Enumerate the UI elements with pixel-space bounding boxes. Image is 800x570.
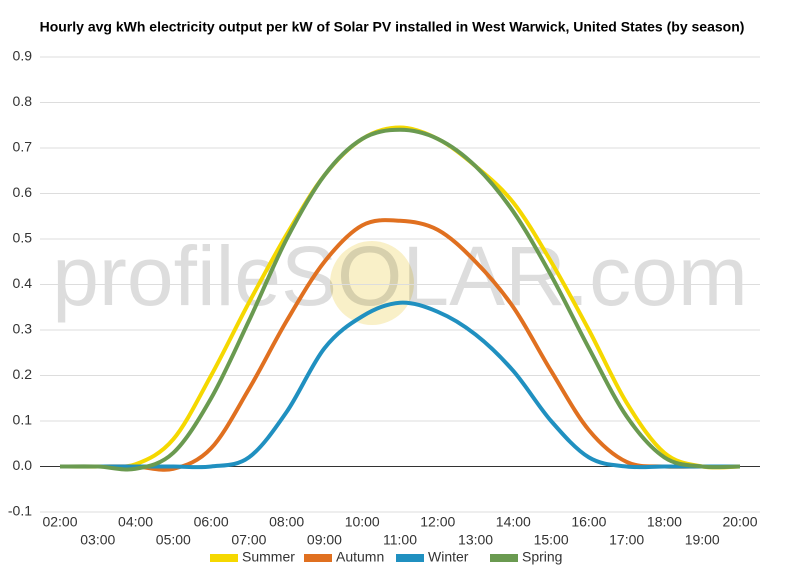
chart-title: Hourly avg kWh electricity output per kW… [40,19,745,35]
y-tick-label: 0.6 [13,184,33,200]
legend-swatch [304,554,332,562]
x-tick-label: 03:00 [80,532,115,548]
y-tick-label: 0.4 [13,275,33,291]
x-tick-label: 11:00 [383,532,417,548]
y-tick-label: -0.1 [8,503,32,519]
x-tick-label: 15:00 [534,532,569,548]
legend-label: Spring [522,549,562,565]
x-tick-label: 07:00 [231,532,266,548]
legend-label: Autumn [336,549,384,565]
x-tick-label: 16:00 [571,514,606,530]
series-line [59,125,741,470]
x-tick-label: 02:00 [42,514,77,530]
series-line [60,218,740,472]
legend-swatch [490,554,518,562]
x-tick-label: 12:00 [420,514,455,530]
legend-label: Summer [242,549,295,565]
x-tick-label: 05:00 [156,532,191,548]
y-tick-label: 0.8 [13,93,33,109]
x-tick-label: 20:00 [722,514,757,530]
x-tick-label: 08:00 [269,514,304,530]
y-tick-label: 0.9 [13,48,33,64]
series-line [60,300,740,470]
x-tick-label: 19:00 [685,532,720,548]
series-line [59,127,741,472]
y-tick-label: 0.1 [13,412,33,428]
x-tick-label: 14:00 [496,514,531,530]
x-tick-label: 09:00 [307,532,342,548]
legend-swatch [210,554,238,562]
watermark: profileSOLAR.com [52,229,748,323]
x-tick-label: 06:00 [194,514,229,530]
y-tick-label: 0.7 [13,139,33,155]
x-tick-label: 17:00 [609,532,644,548]
legend-swatch [396,554,424,562]
legend-label: Winter [428,549,469,565]
x-tick-label: 13:00 [458,532,493,548]
y-tick-label: 0.5 [13,230,33,246]
y-tick-label: 0.0 [13,457,33,473]
y-tick-label: 0.3 [13,321,33,337]
x-tick-label: 10:00 [345,514,380,530]
y-tick-label: 0.2 [13,366,33,382]
x-tick-label: 18:00 [647,514,682,530]
x-tick-label: 04:00 [118,514,153,530]
